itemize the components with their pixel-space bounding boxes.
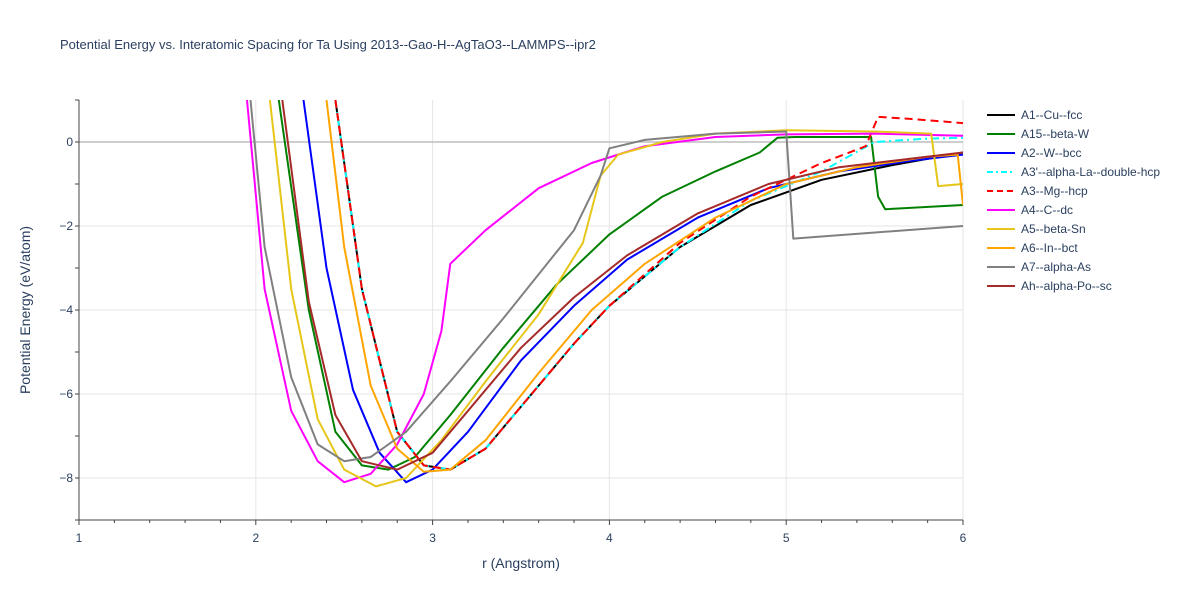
x-tick-label: 6 [960,531,967,545]
legend-item-label[interactable]: A4--C--dc [1021,203,1073,217]
y-tick-label: −6 [59,387,73,401]
y-tick-label: −8 [59,471,73,485]
x-tick-label: 1 [76,531,83,545]
series-line [249,100,963,463]
legend: A1--Cu--fcc A15--beta-W A2--W--bcc A3'--alp… [987,108,1160,293]
legend-item-label[interactable]: A6--In--bct [1021,241,1078,255]
legend-item-label[interactable]: A3'--alpha-La--double-hcp [1021,165,1160,179]
series-line [334,100,963,471]
series-line [277,100,963,471]
legend-item-label[interactable]: Ah--alpha-Po--sc [1021,279,1112,293]
tick-labels: 1 2 3 4 5 6 −8 −6 −4 −2 0 [59,135,966,545]
legend-item-label[interactable]: A3--Mg--hcp [1021,184,1088,198]
series-lines [246,100,963,488]
series-line [268,100,963,488]
legend-item-label[interactable]: A7--alpha-As [1021,260,1091,274]
series-line [334,100,963,471]
y-axis-title: Potential Energy (eV/atom) [17,226,33,394]
y-tick-label: −4 [59,303,73,317]
legend-item-label[interactable]: A1--Cu--fcc [1021,108,1082,122]
series-line [325,100,963,473]
series-line [334,100,963,471]
x-tick-label: 2 [252,531,259,545]
y-tick-label: 0 [66,135,73,149]
legend-item-label[interactable]: A5--beta-Sn [1021,222,1086,236]
x-tick-label: 3 [429,531,436,545]
y-tick-label: −2 [59,219,73,233]
x-tick-label: 4 [606,531,613,545]
axes [75,99,964,525]
x-axis-title: r (Angstrom) [482,555,560,571]
series-line [246,100,963,484]
legend-item-label[interactable]: A2--W--bcc [1021,146,1081,160]
series-line [281,100,963,471]
chart-title: Potential Energy vs. Interatomic Spacing… [60,37,596,52]
series-line [302,100,963,484]
legend-item-label[interactable]: A15--beta-W [1021,127,1090,141]
x-tick-label: 5 [783,531,790,545]
grid [79,100,964,520]
